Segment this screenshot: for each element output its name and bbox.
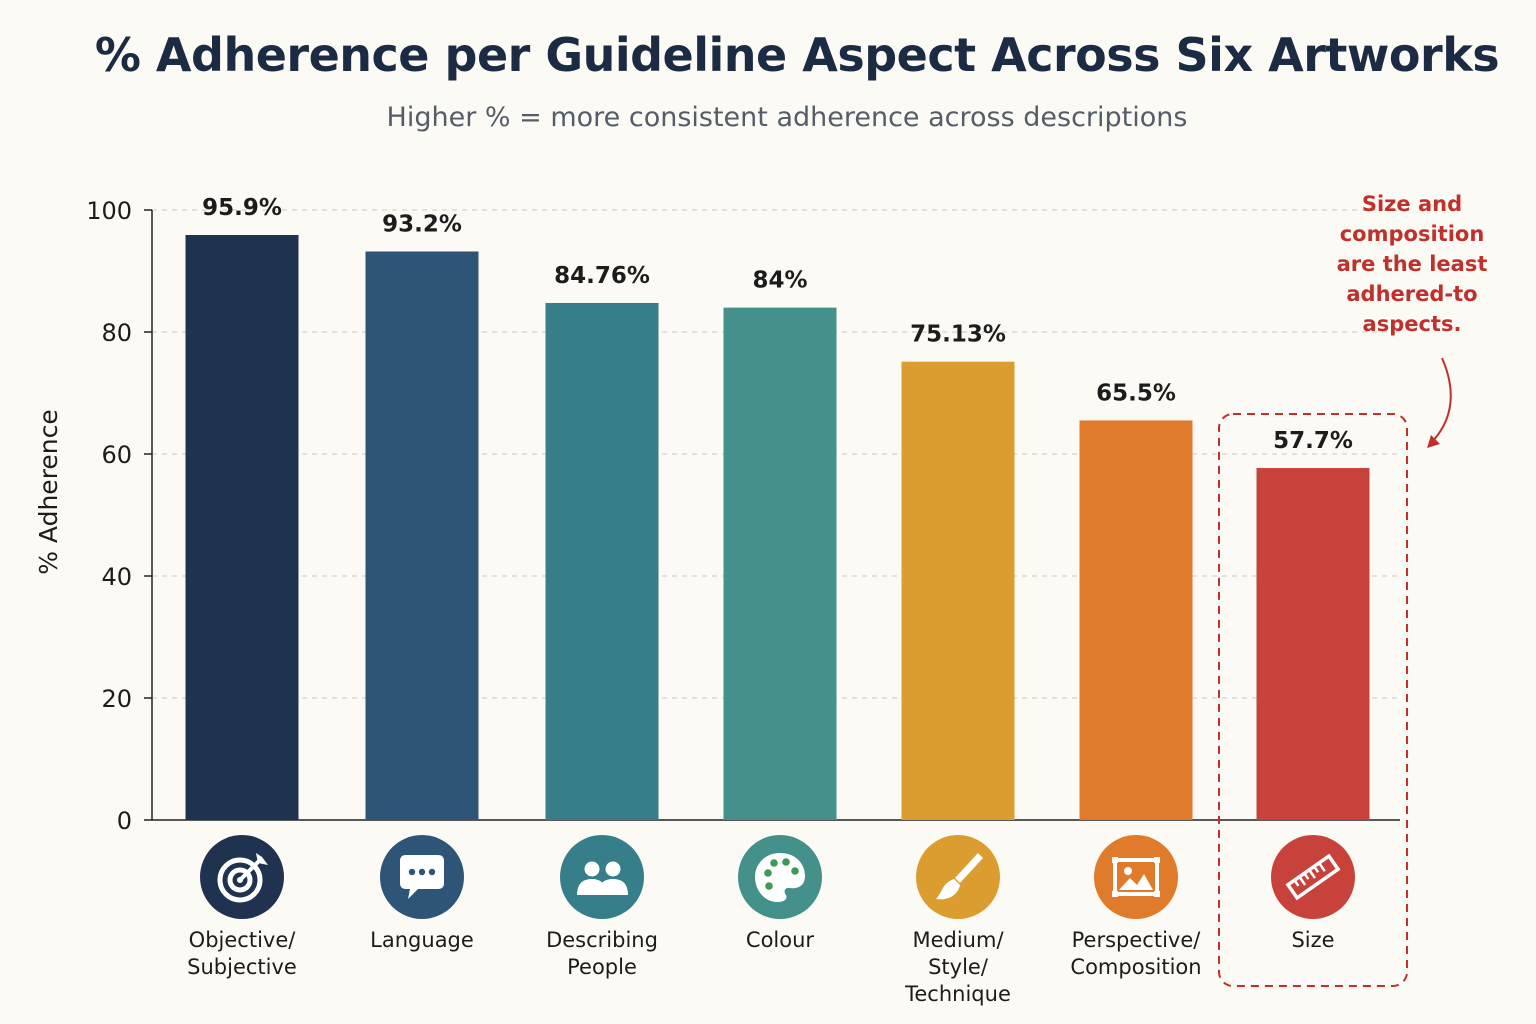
bar — [545, 302, 659, 820]
y-tick-label: 0 — [117, 807, 132, 835]
category-icon-background — [1094, 835, 1178, 919]
bar — [901, 361, 1015, 820]
bar — [1079, 420, 1193, 820]
paintbrush-icon — [936, 853, 983, 900]
annotation-arrowhead — [1427, 435, 1440, 448]
annotation-text: adhered-to — [1346, 282, 1477, 306]
category-label: Objective/ — [189, 928, 297, 952]
annotation-text: composition — [1340, 222, 1485, 246]
category-label: Composition — [1070, 955, 1201, 979]
ruler-icon — [1285, 853, 1341, 901]
y-tick-label: 80 — [101, 319, 132, 347]
y-tick-label: 60 — [101, 441, 132, 469]
category-label: Subjective — [187, 955, 297, 979]
speech-bubble-icon — [400, 855, 444, 899]
category-label: Medium/ — [912, 928, 1004, 952]
category-label: Technique — [904, 982, 1011, 1006]
y-tick-label: 40 — [101, 563, 132, 591]
people-icon — [577, 861, 628, 895]
bar-value-label: 57.7% — [1273, 428, 1353, 454]
annotation-text: Size and — [1362, 192, 1462, 216]
annotation-arrow — [1431, 357, 1452, 443]
palette-icon — [755, 853, 805, 902]
category-label: People — [567, 955, 637, 979]
bar — [185, 235, 299, 820]
category-label: Size — [1291, 928, 1334, 952]
category-label: Perspective/ — [1072, 928, 1202, 952]
bar — [723, 307, 837, 821]
highlight-box — [1218, 413, 1408, 987]
bar-value-label: 75.13% — [910, 322, 1006, 348]
bar — [365, 251, 479, 821]
annotation-text: are the least — [1337, 252, 1488, 276]
category-label: Style/ — [928, 955, 989, 979]
bar-value-label: 84% — [752, 268, 807, 294]
category-label: Language — [370, 928, 474, 952]
bar — [1256, 468, 1370, 820]
category-label: Describing — [546, 928, 658, 952]
y-axis-label: % Adherence — [34, 409, 63, 575]
category-label: Colour — [746, 928, 815, 952]
y-tick-label: 20 — [101, 685, 132, 713]
chart-subtitle: Higher % = more consistent adherence acr… — [386, 102, 1188, 133]
bar-value-label: 95.9% — [202, 195, 282, 221]
bar-value-label: 84.76% — [554, 263, 650, 289]
chart-title: % Adherence per Guideline Aspect Across … — [94, 28, 1500, 82]
target-icon — [217, 853, 268, 903]
bar-value-label: 65.5% — [1096, 380, 1176, 406]
picture-icon — [1112, 857, 1160, 897]
y-tick-label: 100 — [86, 197, 132, 225]
bar-value-label: 93.2% — [382, 211, 462, 237]
category-icon-background — [560, 835, 644, 919]
annotation-text: aspects. — [1363, 312, 1462, 336]
